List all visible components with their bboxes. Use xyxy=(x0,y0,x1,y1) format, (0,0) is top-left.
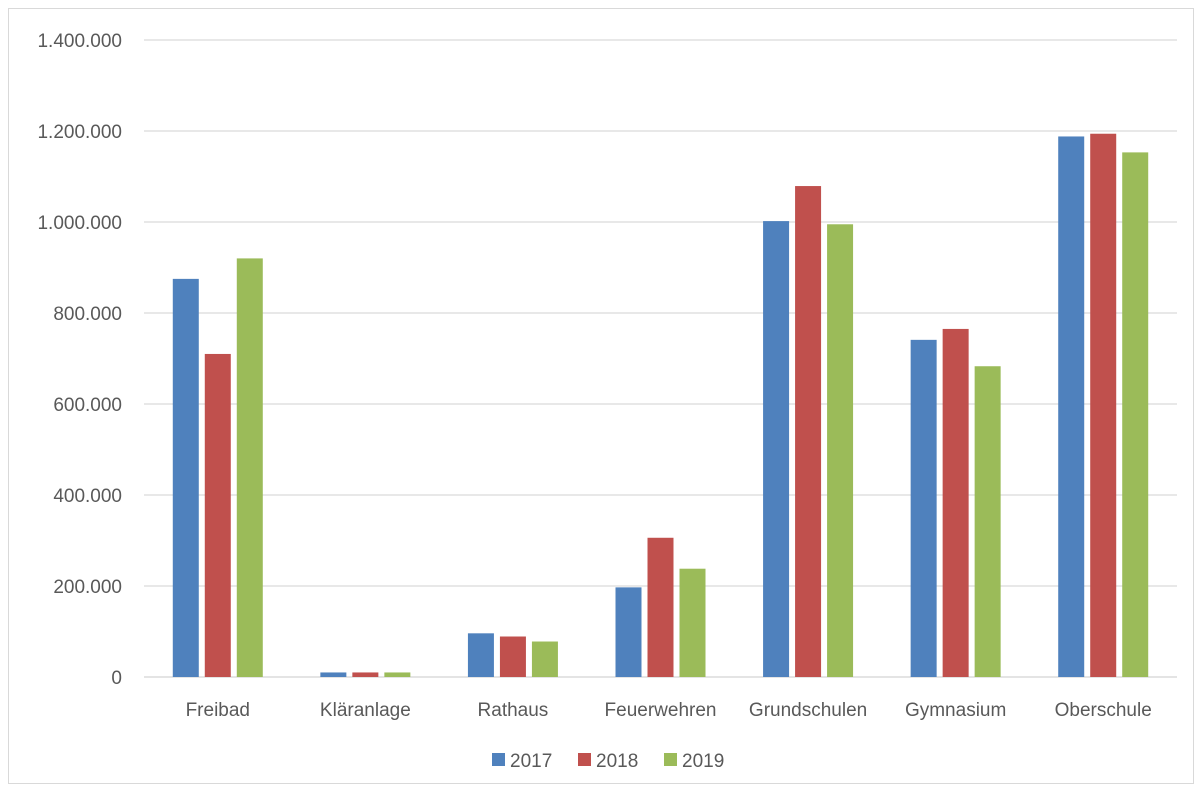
y-tick-label: 1.400.000 xyxy=(37,31,122,52)
legend-swatch-2017 xyxy=(492,753,505,766)
bar-2017-kläranlage xyxy=(320,672,347,677)
y-axis-tick-labels: 0 200.000 400.000 600.000 800.000 1.000.000 1.… xyxy=(37,31,122,689)
bar-2019-freibad xyxy=(236,258,263,677)
bar-2018-oberschule xyxy=(1090,133,1117,678)
legend-label-2018: 2018 xyxy=(596,751,638,772)
y-tick-label: 800.000 xyxy=(53,304,122,325)
x-tick-label: Feuerwehren xyxy=(605,700,717,721)
y-tick-label: 1.200.000 xyxy=(37,122,122,143)
legend-label-2017: 2017 xyxy=(510,751,552,772)
x-tick-label: Oberschule xyxy=(1055,700,1152,721)
bar-2018-rathaus xyxy=(499,636,526,677)
bar-2019-grundschulen xyxy=(827,224,854,677)
bar-2018-kläranlage xyxy=(352,672,379,677)
bars xyxy=(172,133,1149,678)
y-tick-label: 400.000 xyxy=(53,486,122,507)
legend-label-2019: 2019 xyxy=(682,751,724,772)
bar-2018-freibad xyxy=(204,353,231,677)
legend: 2017 2018 2019 xyxy=(492,751,724,772)
x-tick-label: Grundschulen xyxy=(749,700,867,721)
bar-2017-rathaus xyxy=(467,633,494,677)
bar-2018-grundschulen xyxy=(795,186,822,677)
x-tick-label: Freibad xyxy=(186,700,250,721)
y-tick-label: 200.000 xyxy=(53,577,122,598)
x-tick-label: Gymnasium xyxy=(905,700,1006,721)
y-tick-label: 0 xyxy=(111,668,122,689)
bar-2017-feuerwehren xyxy=(615,587,642,677)
bar-2019-rathaus xyxy=(531,641,558,677)
bar-2018-gymnasium xyxy=(942,328,969,677)
bar-2019-oberschule xyxy=(1122,152,1149,677)
bar-2017-oberschule xyxy=(1058,136,1085,677)
y-tick-label: 600.000 xyxy=(53,395,122,416)
bar-2017-grundschulen xyxy=(763,221,790,677)
y-tick-label: 1.000.000 xyxy=(37,213,122,234)
legend-swatch-2019 xyxy=(664,753,677,766)
bar-2017-freibad xyxy=(172,278,199,677)
bar-2019-gymnasium xyxy=(974,366,1001,677)
x-tick-label: Rathaus xyxy=(478,700,549,721)
bar-2019-kläranlage xyxy=(384,672,411,677)
x-tick-label: Kläranlage xyxy=(320,700,411,721)
bar-2017-gymnasium xyxy=(910,339,937,677)
bar-2019-feuerwehren xyxy=(679,568,706,677)
x-axis-tick-labels: Freibad Kläranlage Rathaus Feuerwehren Grund… xyxy=(186,700,1152,721)
bar-2018-feuerwehren xyxy=(647,537,674,677)
legend-swatch-2018 xyxy=(578,753,591,766)
